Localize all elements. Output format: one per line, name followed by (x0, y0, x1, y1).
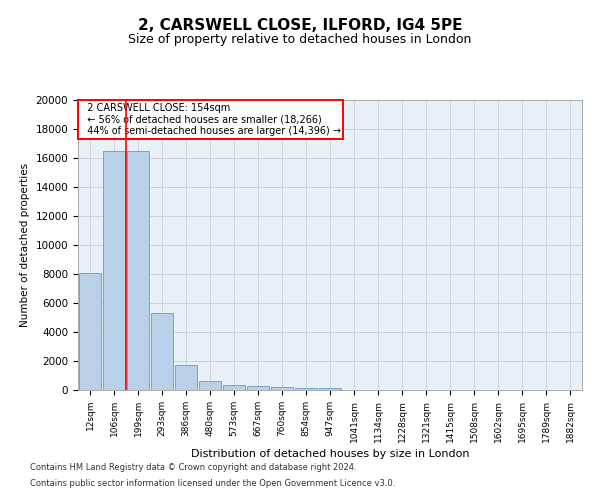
Text: 2 CARSWELL CLOSE: 154sqm
  ← 56% of detached houses are smaller (18,266)
  44% o: 2 CARSWELL CLOSE: 154sqm ← 56% of detach… (80, 103, 341, 136)
Bar (319, 388, 341, 390)
Y-axis label: Number of detached properties: Number of detached properties (20, 163, 30, 327)
Bar (151, 313, 173, 390)
Bar (271, 387, 293, 390)
Bar (247, 386, 269, 390)
Bar (103, 151, 125, 390)
Bar (199, 382, 221, 390)
Text: 2, CARSWELL CLOSE, ILFORD, IG4 5PE: 2, CARSWELL CLOSE, ILFORD, IG4 5PE (138, 18, 462, 32)
Text: Size of property relative to detached houses in London: Size of property relative to detached ho… (128, 32, 472, 46)
Text: Contains HM Land Registry data © Crown copyright and database right 2024.: Contains HM Land Registry data © Crown c… (30, 464, 356, 472)
Bar (127, 151, 149, 390)
Bar (223, 385, 245, 390)
Bar (79, 272, 101, 390)
Bar (295, 388, 317, 390)
Bar (175, 364, 197, 390)
X-axis label: Distribution of detached houses by size in London: Distribution of detached houses by size … (191, 449, 469, 459)
Text: Contains public sector information licensed under the Open Government Licence v3: Contains public sector information licen… (30, 478, 395, 488)
